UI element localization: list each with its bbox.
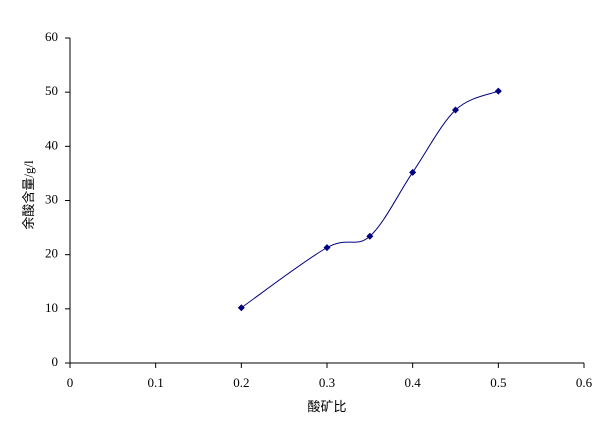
- y-tick-label: 10: [45, 300, 58, 315]
- y-axis-label: 余酸含量/g/l: [21, 160, 36, 230]
- y-tick-label: 60: [45, 29, 58, 44]
- x-tick-label: 0.2: [233, 375, 249, 390]
- marker: [452, 106, 459, 114]
- x-tick-label: 0.1: [148, 375, 164, 390]
- marker: [494, 87, 502, 95]
- y-tick-label: 30: [45, 191, 58, 206]
- marker: [323, 244, 331, 252]
- x-tick-label: 0.5: [490, 375, 506, 390]
- y-tick-label: 50: [45, 83, 58, 98]
- x-axis-label: 酸矿比: [307, 399, 346, 414]
- x-tick-label: 0.4: [405, 375, 422, 390]
- x-tick-label: 0.3: [319, 375, 335, 390]
- marker: [409, 168, 417, 176]
- y-tick-label: 20: [45, 246, 58, 261]
- x-tick-label: 0: [67, 375, 74, 390]
- marker: [237, 304, 245, 312]
- marker: [366, 232, 374, 240]
- x-tick-label: 0.6: [576, 375, 593, 390]
- y-tick-label: 40: [45, 137, 58, 152]
- y-tick-label: 0: [52, 354, 59, 369]
- series-line: [241, 90, 499, 309]
